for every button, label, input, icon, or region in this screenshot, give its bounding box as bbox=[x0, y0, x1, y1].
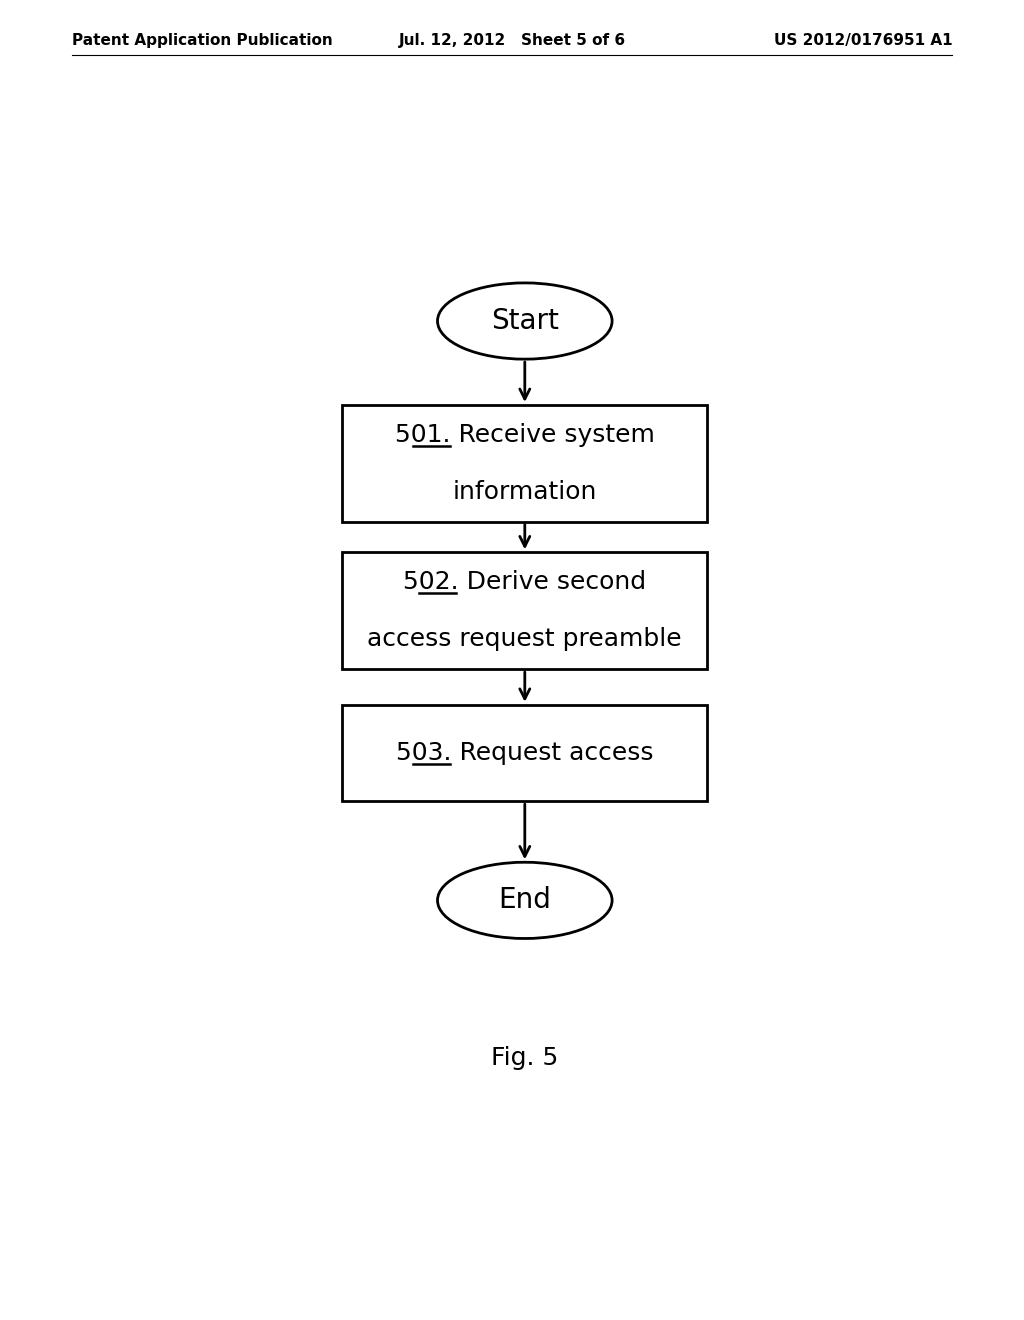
Text: End: End bbox=[499, 886, 551, 915]
Text: 502. Derive second: 502. Derive second bbox=[403, 570, 646, 594]
Text: Patent Application Publication: Patent Application Publication bbox=[72, 33, 333, 48]
Ellipse shape bbox=[437, 862, 612, 939]
Bar bbox=[342, 552, 708, 669]
Text: 503. Request access: 503. Request access bbox=[396, 741, 653, 766]
Text: US 2012/0176951 A1: US 2012/0176951 A1 bbox=[774, 33, 952, 48]
Text: 501. Receive system: 501. Receive system bbox=[395, 422, 654, 447]
Ellipse shape bbox=[437, 282, 612, 359]
Bar bbox=[342, 705, 708, 801]
Text: access request preamble: access request preamble bbox=[368, 627, 682, 651]
Text: Fig. 5: Fig. 5 bbox=[492, 1045, 558, 1071]
Text: Start: Start bbox=[490, 308, 559, 335]
Text: information: information bbox=[453, 479, 597, 504]
Text: Jul. 12, 2012   Sheet 5 of 6: Jul. 12, 2012 Sheet 5 of 6 bbox=[398, 33, 626, 48]
Bar bbox=[342, 405, 708, 521]
